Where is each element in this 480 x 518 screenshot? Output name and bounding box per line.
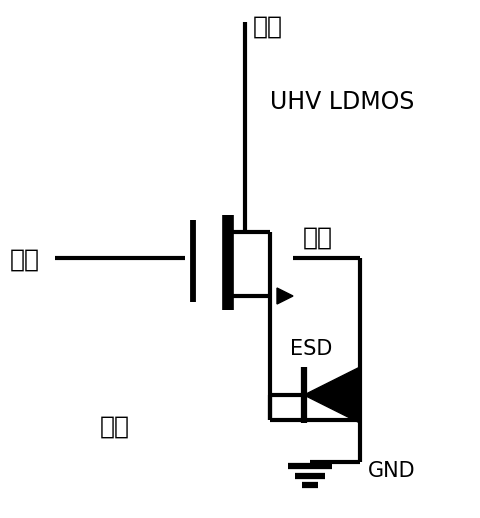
Text: 栅端: 栅端 [10, 248, 40, 272]
Polygon shape [277, 288, 293, 304]
Text: ESD: ESD [290, 339, 332, 359]
Text: UHV LDMOS: UHV LDMOS [270, 90, 414, 114]
Polygon shape [304, 367, 360, 423]
Text: GND: GND [368, 461, 416, 481]
Text: 体端: 体端 [303, 226, 333, 250]
Text: 漏端: 漏端 [253, 15, 283, 39]
Text: 源端: 源端 [100, 415, 130, 439]
